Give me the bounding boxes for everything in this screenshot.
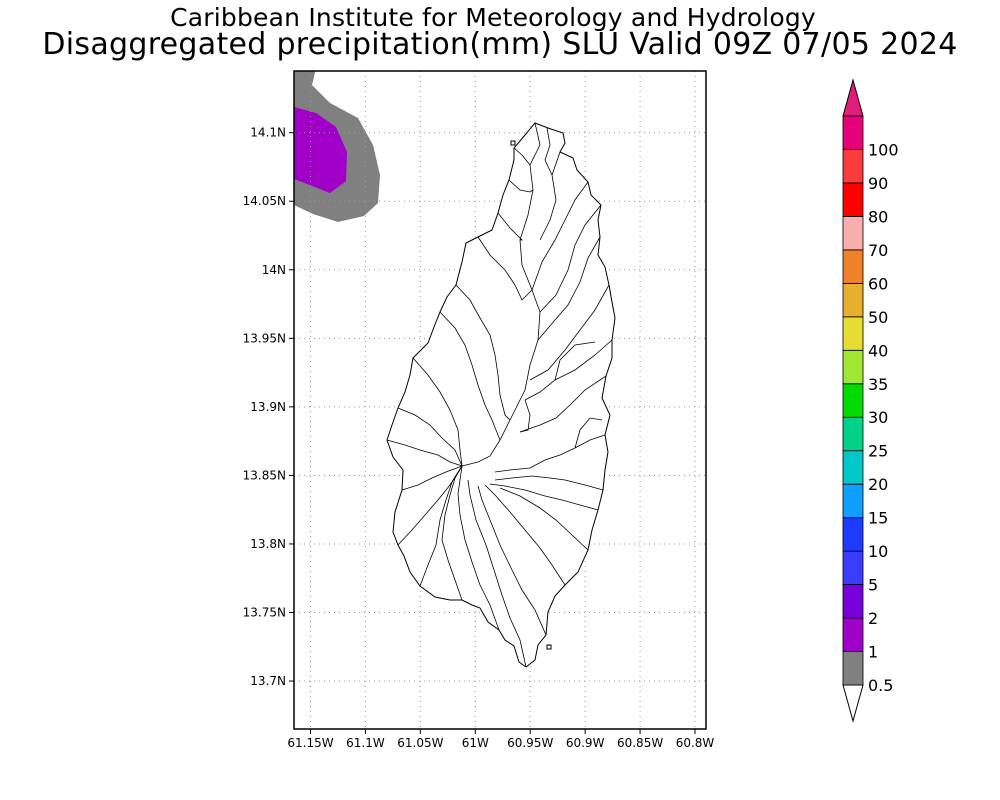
colorbar-label: 90 <box>868 174 888 193</box>
colorbar-label: 0.5 <box>868 676 893 695</box>
plot-frame <box>293 70 707 730</box>
colorbar-label: 35 <box>868 375 888 394</box>
y-tick-label: 14.05N <box>243 194 286 208</box>
colorbar-swatch <box>842 149 864 184</box>
colorbar-swatch <box>842 483 864 519</box>
colorbar-swatch <box>842 651 864 686</box>
title-line-1: Caribbean Institute for Meteorology and … <box>170 3 816 32</box>
colorbar-swatch <box>842 584 864 619</box>
colorbar-swatch <box>842 617 864 652</box>
title-line-2: Disaggregated precipitation(mm) SLU Vali… <box>42 27 958 62</box>
y-tick-label: 13.85N <box>243 468 286 482</box>
colorbar-overflow-triangle <box>842 78 864 117</box>
colorbar-swatch <box>842 383 864 418</box>
colorbar-underflow-triangle <box>842 684 864 723</box>
x-tick-label: 61.1W <box>346 736 385 750</box>
colorbar-swatch <box>842 182 864 217</box>
x-tick-label: 61W <box>462 736 489 750</box>
x-tick-label: 60.8W <box>676 736 715 750</box>
colorbar-label: 60 <box>868 274 888 293</box>
longitude-axis: 61.15W 61.1W 61.05W 61W 60.95W 60.9W 60.85W 60.… <box>287 729 714 750</box>
colorbar-label: 1 <box>868 643 878 662</box>
colorbar-label: 100 <box>868 140 899 159</box>
colorbar-swatch <box>842 216 864 251</box>
colorbar-swatch <box>842 517 864 552</box>
precip-area-1mm <box>294 107 347 193</box>
colorbar-label: 40 <box>868 341 888 360</box>
colorbar-label: 80 <box>868 207 888 226</box>
colorbar-label: 70 <box>868 241 888 260</box>
islet <box>546 644 552 650</box>
y-tick-label: 14N <box>262 263 286 277</box>
x-tick-label: 60.9W <box>566 736 605 750</box>
islet <box>510 140 516 146</box>
y-tick-label: 13.8N <box>250 537 286 551</box>
colorbar-swatch <box>842 316 864 351</box>
colorbar-swatch <box>842 416 864 452</box>
colorbar-swatch <box>842 450 864 485</box>
y-tick-label: 13.7N <box>250 674 286 688</box>
colorbar-label: 15 <box>868 509 888 528</box>
latitude-axis: 14.1N 14.05N 14N 13.95N 13.9N 13.85N 13.8N 13.7… <box>243 126 294 688</box>
colorbar-label: 5 <box>868 576 878 595</box>
y-tick-label: 13.75N <box>243 605 286 619</box>
x-tick-label: 61.05W <box>397 736 443 750</box>
colorbar-label: 25 <box>868 442 888 461</box>
colorbar-label: 2 <box>868 609 878 628</box>
saint-lucia-island <box>386 122 616 668</box>
x-tick-label: 60.85W <box>617 736 663 750</box>
x-tick-label: 61.15W <box>287 736 333 750</box>
y-tick-label: 14.1N <box>250 126 286 140</box>
colorbar-label: 50 <box>868 308 888 327</box>
precip-layer <box>294 71 380 222</box>
colorbar-swatch <box>842 550 864 585</box>
watershed-boundaries <box>386 122 613 668</box>
colorbar-swatch <box>842 115 864 150</box>
colorbar-label: 10 <box>868 542 888 561</box>
colorbar-label: 20 <box>868 475 888 494</box>
island-coastline <box>386 122 616 668</box>
x-tick-label: 60.95W <box>507 736 553 750</box>
colorbar-swatch <box>842 249 864 284</box>
colorbar-label: 30 <box>868 408 888 427</box>
colorbar-swatch <box>842 282 864 318</box>
colorbar-swatch <box>842 349 864 385</box>
y-tick-label: 13.95N <box>243 331 286 345</box>
y-tick-label: 13.9N <box>250 400 286 414</box>
